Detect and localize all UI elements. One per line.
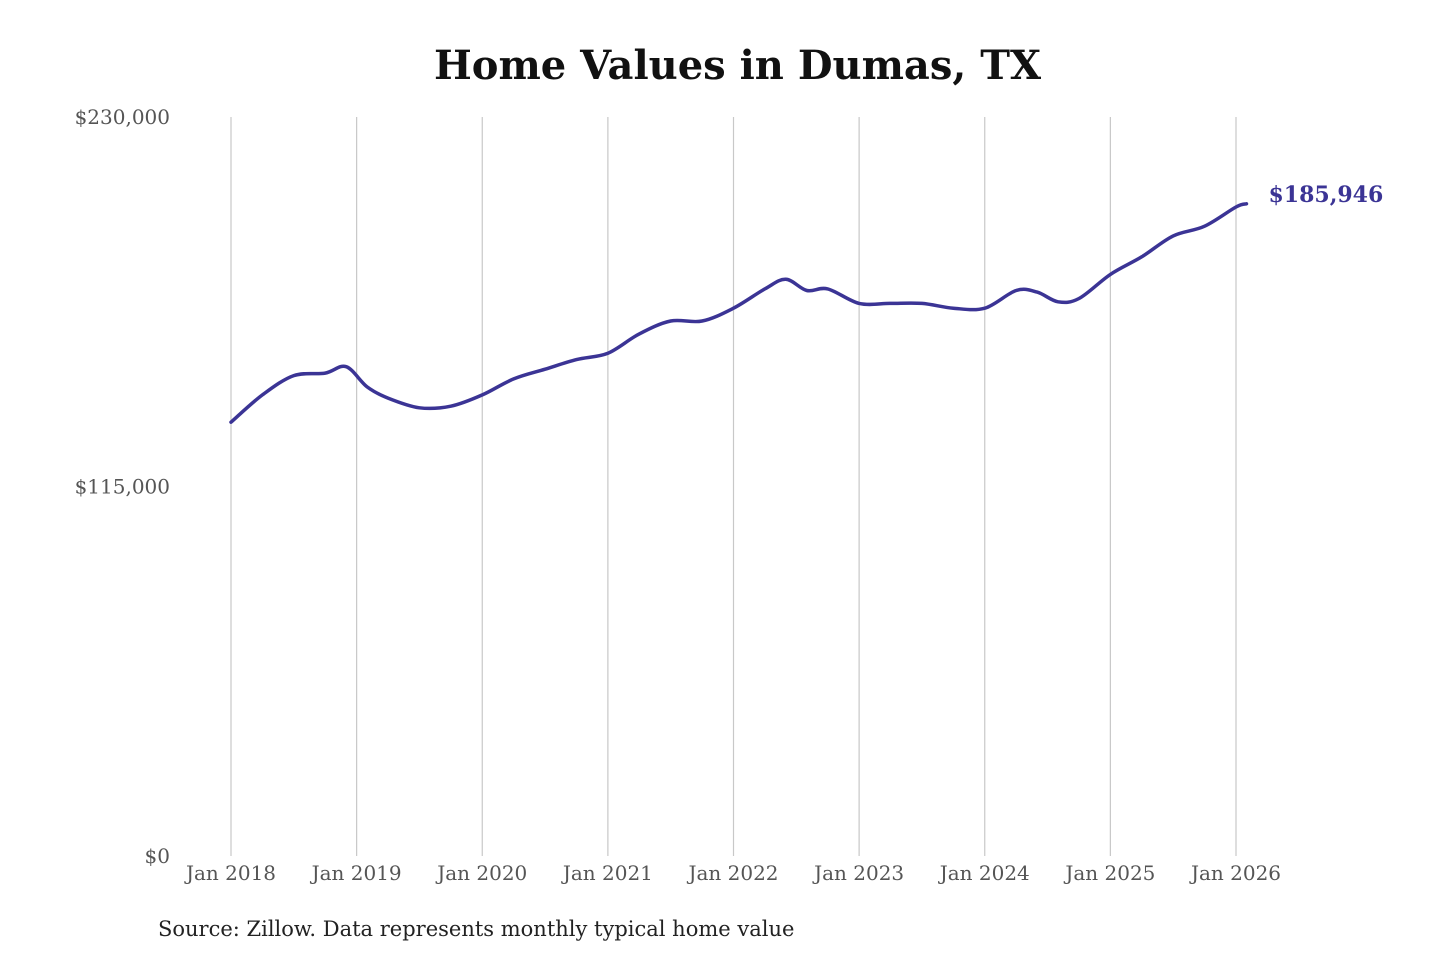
x-tick-label: Jan 2025 xyxy=(1063,861,1155,885)
x-tick-label: Jan 2021 xyxy=(561,861,653,885)
y-axis-tick-labels: $0 $115,000 $230,000 xyxy=(75,105,170,868)
y-tick-label: $115,000 xyxy=(75,475,170,499)
y-tick-label: $230,000 xyxy=(75,105,170,129)
y-tick-label: $0 xyxy=(145,844,170,868)
x-tick-label: Jan 2018 xyxy=(184,861,276,885)
source-note: Source: Zillow. Data represents monthly … xyxy=(158,917,795,941)
x-tick-label: Jan 2026 xyxy=(1189,861,1281,885)
vertical-gridlines xyxy=(230,117,1237,856)
end-value-label: $185,946 xyxy=(1268,182,1383,208)
x-tick-label: Jan 2024 xyxy=(938,861,1030,885)
x-tick-label: Jan 2019 xyxy=(310,861,402,885)
chart-title: Home Values in Dumas, TX xyxy=(433,42,1041,89)
x-tick-label: Jan 2022 xyxy=(686,861,778,885)
home-value-series-line xyxy=(229,202,1249,424)
series-layer xyxy=(229,202,1249,424)
x-tick-label: Jan 2020 xyxy=(435,861,527,885)
x-tick-label: Jan 2023 xyxy=(812,861,904,885)
x-axis-tick-labels: Jan 2018 Jan 2019 Jan 2020 Jan 2021 Jan 2022… xyxy=(184,861,1281,885)
